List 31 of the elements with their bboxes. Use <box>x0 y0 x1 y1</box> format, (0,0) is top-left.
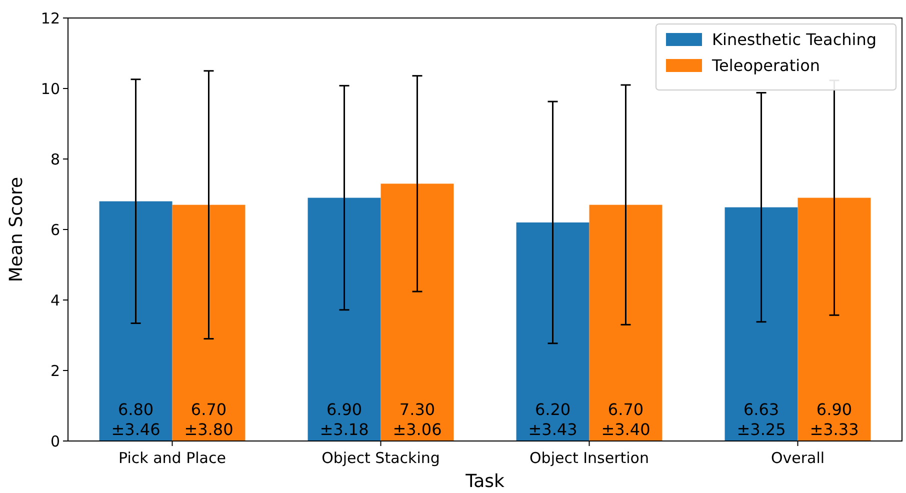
y-tick-label: 10 <box>40 80 60 98</box>
legend-label: Teleoperation <box>711 56 820 75</box>
y-tick-label: 2 <box>50 362 60 380</box>
x-tick-label: Object Insertion <box>530 449 649 467</box>
x-tick-label: Object Stacking <box>322 449 440 467</box>
bar <box>798 198 871 441</box>
data-label: 6.90 ±3.33 <box>810 400 859 439</box>
y-axis-title: Mean Score <box>6 176 27 282</box>
data-label: 7.30 ±3.06 <box>392 400 442 439</box>
y-tick-label: 4 <box>50 291 60 310</box>
bar <box>589 204 662 441</box>
data-label: 6.80 ±3.46 <box>111 400 160 439</box>
bar <box>172 204 246 441</box>
y-tick-label: 6 <box>50 220 60 239</box>
bar <box>308 198 381 441</box>
y-tick-label: 8 <box>50 150 60 168</box>
data-label: 6.70 ±3.40 <box>601 400 650 439</box>
data-label: 6.20 ±3.43 <box>528 400 578 439</box>
bar <box>99 201 172 441</box>
data-label: 6.63 ±3.25 <box>736 400 786 439</box>
bar <box>724 207 798 441</box>
y-tick-label: 12 <box>40 9 60 28</box>
bar <box>380 184 454 441</box>
x-tick-label: Overall <box>770 449 825 467</box>
x-tick-label: Pick and Place <box>118 449 226 467</box>
y-tick-label: 0 <box>50 432 60 450</box>
x-axis-title: Task <box>464 471 505 492</box>
data-label: 6.70 ±3.80 <box>184 400 234 439</box>
bar <box>516 222 590 441</box>
data-label: 6.90 ±3.18 <box>320 400 369 439</box>
legend-label: Kinesthetic Teaching <box>712 30 876 49</box>
